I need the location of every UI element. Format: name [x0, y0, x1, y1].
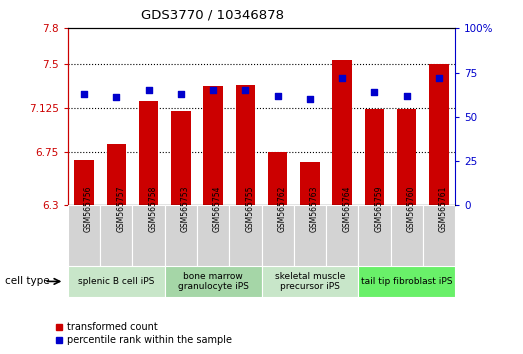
Point	[370, 89, 379, 95]
Bar	[68, 205, 100, 266]
Bar	[294, 205, 326, 266]
Point	[112, 95, 120, 100]
Point	[80, 91, 88, 97]
Bar	[326, 205, 358, 266]
Bar	[107, 144, 126, 205]
Text: GSM565753: GSM565753	[181, 185, 190, 232]
Text: GSM565756: GSM565756	[84, 185, 93, 232]
Point	[305, 96, 314, 102]
Text: cell type: cell type	[5, 276, 50, 286]
Point	[177, 91, 185, 97]
Bar	[262, 205, 294, 266]
Bar	[262, 266, 358, 297]
Bar	[68, 266, 165, 297]
Bar	[358, 266, 455, 297]
Text: GSM565759: GSM565759	[374, 185, 383, 232]
Point	[274, 93, 282, 98]
Bar	[165, 205, 197, 266]
Bar	[236, 85, 255, 205]
Bar	[333, 60, 352, 205]
Bar	[132, 205, 165, 266]
Point	[435, 75, 443, 81]
Bar	[74, 160, 94, 205]
Text: bone marrow
granulocyte iPS: bone marrow granulocyte iPS	[178, 272, 248, 291]
Point	[338, 75, 346, 81]
Text: GDS3770 / 10346878: GDS3770 / 10346878	[141, 9, 284, 22]
Text: skeletal muscle
precursor iPS: skeletal muscle precursor iPS	[275, 272, 345, 291]
Text: GSM565762: GSM565762	[278, 185, 287, 232]
Text: GSM565754: GSM565754	[213, 185, 222, 232]
Bar	[203, 86, 223, 205]
Bar	[423, 205, 455, 266]
Point	[403, 93, 411, 98]
Legend: transformed count, percentile rank within the sample: transformed count, percentile rank withi…	[52, 319, 235, 349]
Bar	[229, 205, 262, 266]
Bar	[171, 111, 190, 205]
Text: GSM565763: GSM565763	[310, 185, 319, 232]
Text: GSM565764: GSM565764	[342, 185, 351, 232]
Bar	[100, 205, 132, 266]
Text: GSM565755: GSM565755	[245, 185, 254, 232]
Text: tail tip fibroblast iPS: tail tip fibroblast iPS	[361, 277, 452, 286]
Bar	[197, 205, 229, 266]
Point	[241, 87, 249, 93]
Bar	[358, 205, 391, 266]
Bar	[397, 109, 416, 205]
Text: GSM565760: GSM565760	[407, 185, 416, 232]
Bar	[139, 102, 158, 205]
Bar	[300, 162, 320, 205]
Text: splenic B cell iPS: splenic B cell iPS	[78, 277, 155, 286]
Point	[144, 87, 153, 93]
Bar	[165, 266, 262, 297]
Point	[209, 87, 218, 93]
Text: GSM565758: GSM565758	[149, 185, 157, 232]
Bar	[391, 205, 423, 266]
Text: GSM565757: GSM565757	[116, 185, 126, 232]
Bar	[268, 152, 287, 205]
Bar	[365, 109, 384, 205]
Bar	[429, 64, 449, 205]
Text: GSM565761: GSM565761	[439, 185, 448, 232]
